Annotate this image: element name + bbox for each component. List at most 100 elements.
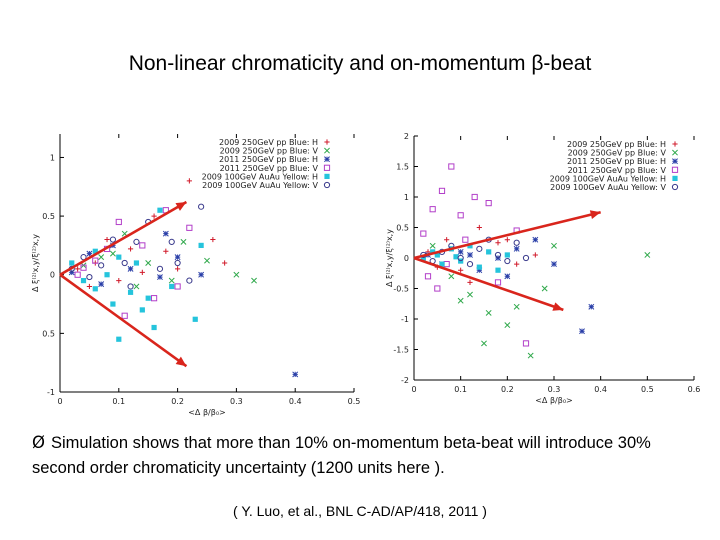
x-marker [251,277,257,284]
filled-square-marker [80,277,87,284]
arrowhead [175,356,187,367]
square-marker [323,164,331,171]
citation: ( Y. Luo, et al., BNL C-AD/AP/418, 2011 … [233,503,487,519]
square-marker [438,187,446,194]
left-chart-svg: 0 0.1 0.2 0.3 0.4 0.5 -1 0.5 0 0.5 1 <Δ β/β₀> Δ ξ⁽²⁾… [31,134,360,417]
y-tick-label: 0 [404,254,409,263]
asterisk-marker [532,236,539,243]
x-marker [513,303,520,310]
plus-marker [139,269,145,275]
y-tick-label: 0.5 [42,212,55,221]
plus-marker [86,283,92,290]
arrow-line [413,256,564,312]
plus-marker [514,261,520,267]
circle-marker [98,262,105,269]
y-axis-label: Δ ξ⁽²⁾x,y/ξ⁽²⁾x,y [385,229,394,287]
x-marker [233,271,240,278]
plus-marker [186,178,192,184]
circle-marker [494,251,502,259]
circle-marker [323,181,331,189]
data-points [68,178,299,378]
asterisk-marker [588,303,595,310]
square-marker [443,261,450,268]
filled-square-marker [430,249,436,255]
plus-marker [476,224,482,231]
y-tick-label: 1 [404,193,409,202]
right-scatter-chart: 0 0.1 0.2 0.3 0.4 0.5 0.6 -2 -1.5 -1 -0.5 0 0.5 1 1.5 2… [360,130,720,420]
asterisk-marker [198,271,205,278]
y-tick-label: -0.5 [393,285,409,294]
filled-square-marker [110,301,116,307]
filled-square-marker [139,307,145,313]
legend-label: 2009 250GeV pp Blue: H [567,140,666,149]
asterisk-marker [467,251,473,258]
legend-label: 2011 250GeV pp Blue: H [219,155,318,164]
legend-label: 2011 250GeV pp Blue: V [220,164,319,173]
filled-square-marker [453,254,459,260]
x-axis-label: <Δ β/β₀> [188,408,226,417]
filled-square-marker [69,260,75,266]
arrowhead [552,302,564,311]
data-points [420,163,651,359]
x-tick-label: 0.4 [289,397,302,406]
series-group [74,207,193,319]
square-marker [92,257,99,264]
asterisk-marker [98,281,105,288]
square-marker [74,271,81,278]
x-marker [109,250,116,257]
x-tick-label: 0.1 [454,385,467,394]
bullet-point: Ø Simulation shows that more than 10% on-… [32,430,702,481]
asterisk-marker [579,328,585,335]
asterisk-marker [162,230,169,237]
plus-marker [210,236,216,243]
bullet-text: Simulation shows that more than 10% on-m… [32,434,651,477]
x-tick-label: 0.6 [688,385,701,394]
square-marker [485,200,492,207]
x-marker [541,285,548,292]
asterisk-marker [672,158,678,165]
circle-marker [198,203,205,210]
y-tick-label: 2 [404,132,409,141]
filled-square-marker [476,264,482,270]
asterisk-marker [504,273,511,280]
filled-square-marker [434,252,440,258]
slide-title: Non-linear chromaticity and on-momentum … [128,52,592,75]
x-marker [204,257,210,264]
legend-label: 2009 100GeV AuAu Yellow: V [202,181,318,190]
series-group [425,236,595,335]
filled-square-marker [92,286,98,292]
circle-marker [174,259,181,267]
legend-label: 2009 250GeV pp Blue: V [568,149,667,158]
y-axis-label: Δ ξ⁽²⁾x,y/ξ⁽²⁾x,y [31,234,40,292]
filled-square-marker [92,248,98,254]
circle-marker [109,236,117,243]
y-tick-label: -1 [47,388,55,397]
plus-marker [495,240,501,246]
filled-square-marker [151,324,157,331]
filled-square-marker [116,336,122,342]
x-marker [133,283,140,290]
x-marker [485,309,492,316]
legend-label: 2011 250GeV pp Blue: H [567,157,666,166]
y-tick-label: -1 [401,315,409,324]
y-tick-label: 1 [50,153,55,162]
square-marker [150,295,158,302]
legend-label: 2011 250GeV pp Blue: V [568,166,667,175]
legend-label: 2009 100GeV AuAu Yellow: H [550,174,666,183]
plus-marker [116,277,122,284]
x-marker [429,242,436,249]
x-tick-label: 0 [57,397,62,406]
x-marker [180,238,187,245]
asterisk-marker [292,371,299,378]
circle-marker [457,254,464,262]
square-marker [424,273,432,280]
plus-marker [504,237,510,243]
plus-marker [163,248,169,254]
plus-marker [458,267,464,273]
x-marker [551,242,557,249]
y-tick-label: 0.5 [42,329,55,338]
square-marker [420,230,427,237]
legend-label: 2009 250GeV pp Blue: V [220,147,319,156]
circle-marker [133,238,140,245]
